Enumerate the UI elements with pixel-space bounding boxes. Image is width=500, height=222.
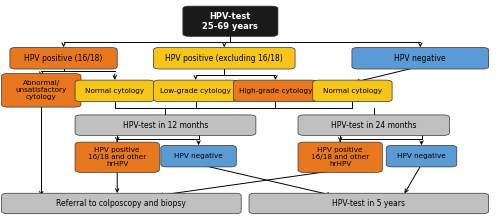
Text: HPV positive (excluding 16/18): HPV positive (excluding 16/18) — [166, 54, 283, 63]
FancyBboxPatch shape — [161, 145, 236, 167]
Text: Normal cytology: Normal cytology — [85, 88, 144, 94]
Text: Low-grade cytology: Low-grade cytology — [160, 88, 231, 94]
FancyBboxPatch shape — [183, 6, 278, 36]
Text: HPV positive (16/18): HPV positive (16/18) — [24, 54, 102, 63]
FancyBboxPatch shape — [386, 145, 457, 167]
Text: HPV negative: HPV negative — [174, 153, 223, 159]
FancyBboxPatch shape — [75, 80, 154, 102]
Text: HPV positive
16/18 and other
hrHPV: HPV positive 16/18 and other hrHPV — [88, 147, 146, 167]
Text: HPV-test
25-69 years: HPV-test 25-69 years — [202, 12, 258, 31]
Text: Referral to colposcopy and biopsy: Referral to colposcopy and biopsy — [56, 199, 186, 208]
Text: HPV-test in 24 months: HPV-test in 24 months — [331, 121, 416, 130]
FancyBboxPatch shape — [249, 193, 488, 214]
FancyBboxPatch shape — [298, 115, 450, 135]
FancyBboxPatch shape — [2, 73, 81, 107]
Text: HPV-test in 12 months: HPV-test in 12 months — [123, 121, 208, 130]
Text: HPV-test in 5 years: HPV-test in 5 years — [332, 199, 406, 208]
Text: Normal cytology: Normal cytology — [323, 88, 382, 94]
FancyBboxPatch shape — [234, 80, 318, 102]
FancyBboxPatch shape — [352, 48, 488, 69]
Text: High-grade cytology: High-grade cytology — [239, 88, 312, 94]
FancyBboxPatch shape — [298, 142, 382, 172]
FancyBboxPatch shape — [75, 142, 160, 172]
Text: HPV positive
16/18 and other
hrHPV: HPV positive 16/18 and other hrHPV — [311, 147, 370, 167]
FancyBboxPatch shape — [10, 48, 117, 69]
FancyBboxPatch shape — [312, 80, 392, 102]
FancyBboxPatch shape — [75, 115, 256, 135]
Text: HPV negative: HPV negative — [397, 153, 446, 159]
Text: Abnormal/
unsatisfactory
cytology: Abnormal/ unsatisfactory cytology — [16, 80, 67, 100]
FancyBboxPatch shape — [2, 193, 241, 214]
FancyBboxPatch shape — [154, 48, 295, 69]
Text: HPV negative: HPV negative — [394, 54, 446, 63]
FancyBboxPatch shape — [154, 80, 238, 102]
